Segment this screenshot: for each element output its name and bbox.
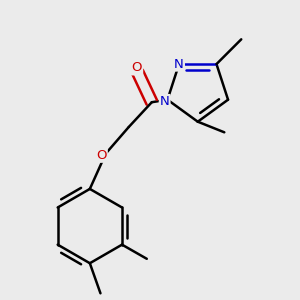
Text: O: O bbox=[96, 149, 107, 162]
Text: N: N bbox=[174, 58, 184, 70]
Text: O: O bbox=[132, 61, 142, 74]
Text: N: N bbox=[160, 95, 169, 108]
